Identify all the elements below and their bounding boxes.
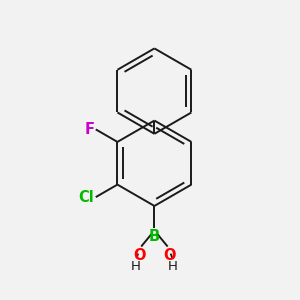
Text: O: O [133, 248, 146, 263]
Text: H: H [168, 260, 178, 272]
Text: B: B [149, 230, 160, 244]
Text: Cl: Cl [79, 190, 94, 205]
Text: H: H [131, 260, 141, 272]
Text: F: F [84, 122, 94, 137]
Text: O: O [163, 248, 176, 263]
